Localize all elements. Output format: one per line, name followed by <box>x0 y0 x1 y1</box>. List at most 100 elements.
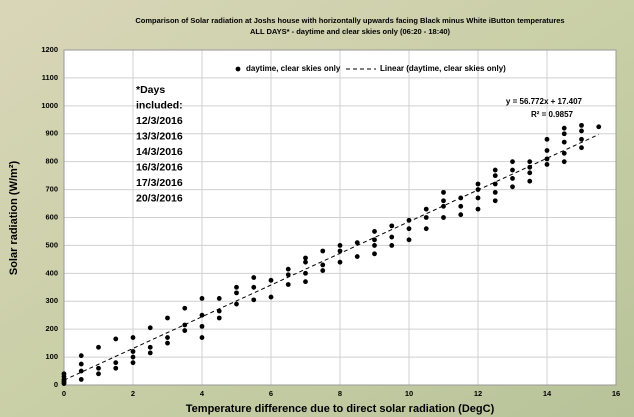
point <box>251 284 257 290</box>
point <box>458 212 464 218</box>
x-tick-label: 8 <box>338 389 342 398</box>
point <box>78 361 84 367</box>
point <box>147 344 153 350</box>
point <box>303 255 308 261</box>
point <box>285 272 291 278</box>
chart-subtitle: ALL DAYS* - daytime and clear skies only… <box>250 27 451 36</box>
point <box>147 325 153 331</box>
point <box>561 150 567 156</box>
x-tick-label: 16 <box>612 389 620 398</box>
point <box>285 266 291 272</box>
trendline <box>63 134 599 381</box>
y-tick-label: 1100 <box>42 73 58 82</box>
point <box>285 282 291 287</box>
point <box>510 176 515 181</box>
point <box>475 181 481 187</box>
point <box>251 275 257 280</box>
point <box>458 203 464 209</box>
point <box>216 296 222 301</box>
x-tick-label: 2 <box>131 389 135 398</box>
legend-marker <box>235 66 241 72</box>
point <box>113 360 119 366</box>
point <box>561 159 567 165</box>
point <box>389 243 395 248</box>
point <box>130 335 136 340</box>
point <box>320 262 326 268</box>
point <box>337 248 343 254</box>
trend-r2: R² = 0.9857 <box>531 110 574 119</box>
point <box>544 136 550 142</box>
point <box>423 226 429 232</box>
y-tick-label: 100 <box>45 352 58 361</box>
x-tick-label: 4 <box>200 389 205 398</box>
legend-label: Linear (daytime, clear skies only) <box>380 64 506 73</box>
point <box>561 131 567 137</box>
plot-border <box>63 49 617 386</box>
point <box>78 353 84 359</box>
point <box>165 335 170 340</box>
point <box>268 294 274 300</box>
point <box>96 365 101 371</box>
x-tick-label: 6 <box>269 389 273 398</box>
y-tick-label: 800 <box>45 157 58 166</box>
point <box>199 312 205 318</box>
chart-title: Comparison of Solar radiation at Joshs h… <box>135 16 564 25</box>
point <box>216 315 222 321</box>
point <box>165 315 170 321</box>
y-tick-label: 1200 <box>41 45 58 54</box>
annotation-line: *Days <box>136 84 165 96</box>
point <box>579 122 584 128</box>
y-tick-label: 0 <box>54 380 58 389</box>
point <box>199 335 205 340</box>
y-tick-label: 900 <box>45 129 58 138</box>
point <box>96 344 101 350</box>
annotation-line: 13/3/2016 <box>136 130 183 142</box>
point <box>199 323 205 329</box>
point <box>182 328 188 333</box>
point <box>372 229 377 234</box>
point <box>165 340 170 346</box>
y-tick-label: 400 <box>45 268 58 277</box>
point <box>579 128 584 134</box>
point <box>561 125 567 131</box>
point <box>423 215 429 220</box>
point <box>354 240 360 246</box>
y-tick-label: 1000 <box>41 101 58 110</box>
point <box>268 277 274 283</box>
point <box>579 145 584 151</box>
legend-label: daytime, clear skies only <box>246 64 341 73</box>
point <box>492 189 498 195</box>
annotation-line: 16/3/2016 <box>136 161 183 173</box>
annotation-line: 20/3/2016 <box>136 192 183 204</box>
point <box>544 148 550 153</box>
trend-equation: y = 56.772x + 17.407 <box>506 97 583 106</box>
point <box>320 248 326 254</box>
point <box>441 189 446 195</box>
point <box>182 305 188 311</box>
point <box>303 270 308 276</box>
point <box>337 243 343 248</box>
point <box>372 251 377 257</box>
x-tick-label: 12 <box>474 389 482 398</box>
x-tick-label: 10 <box>405 389 413 398</box>
point <box>234 301 239 307</box>
point <box>596 124 602 130</box>
y-tick-label: 700 <box>45 185 58 194</box>
point <box>492 167 498 173</box>
point <box>113 336 119 342</box>
point <box>320 268 326 273</box>
x-axis-label: Temperature difference due to direct sol… <box>186 403 495 415</box>
point <box>251 297 257 303</box>
annotation-line: 12/3/2016 <box>136 115 183 127</box>
annotation-line: 17/3/2016 <box>136 177 183 189</box>
point <box>303 279 308 285</box>
y-tick-label: 300 <box>45 296 58 305</box>
point <box>406 237 412 243</box>
point <box>113 365 119 371</box>
point <box>372 243 377 248</box>
point <box>423 206 429 212</box>
point <box>234 290 239 296</box>
annotation-line: included: <box>136 99 183 111</box>
point <box>406 226 412 232</box>
point <box>544 162 550 167</box>
